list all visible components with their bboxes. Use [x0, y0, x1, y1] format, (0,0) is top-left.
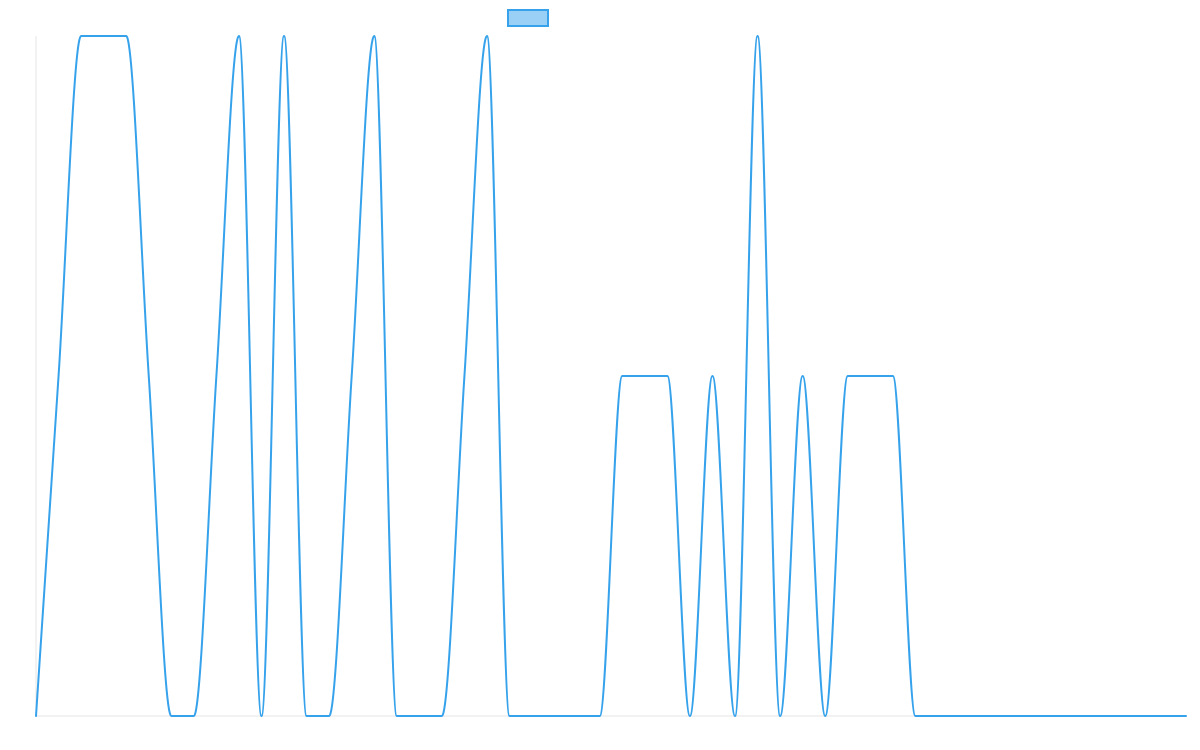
series-layer — [35, 35, 1187, 717]
series-line-0 — [35, 35, 1187, 717]
chart-legend[interactable] — [507, 9, 549, 27]
legend-swatch[interactable] — [507, 9, 549, 27]
